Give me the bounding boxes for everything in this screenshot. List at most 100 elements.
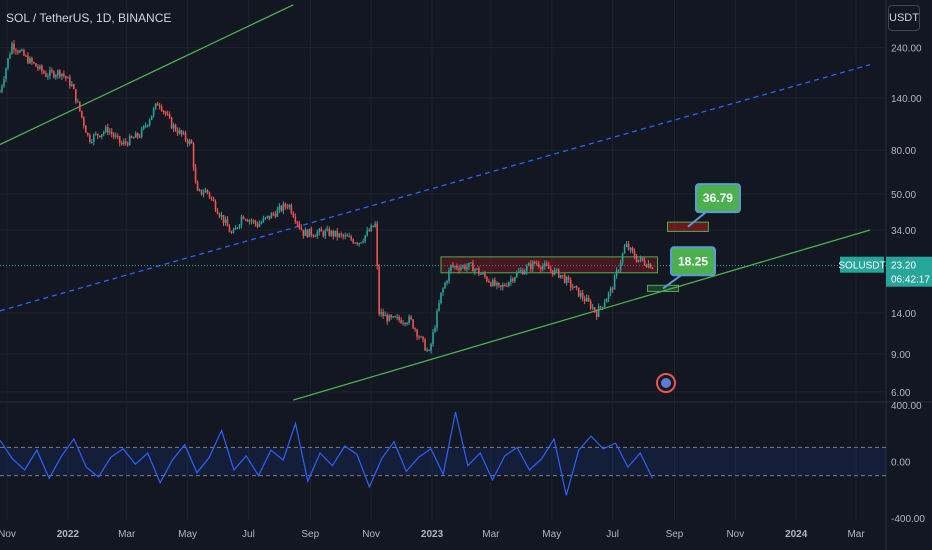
candle-body xyxy=(633,251,636,258)
candle-body xyxy=(15,49,17,52)
candle-body xyxy=(326,228,329,231)
candle-body xyxy=(480,273,482,275)
candle-body xyxy=(11,43,13,55)
candle-body xyxy=(146,124,149,126)
time-tick-label: Mar xyxy=(482,529,500,540)
symbol-title[interactable]: SOL / TetherUS, 1D, BINANCE xyxy=(6,11,172,25)
candle-body xyxy=(641,257,644,261)
price-tick-label: 34.00 xyxy=(891,226,916,237)
candle-body xyxy=(250,220,253,222)
candle-body xyxy=(306,229,309,237)
candle-body xyxy=(238,224,241,228)
candle-body xyxy=(282,203,285,211)
candle-body xyxy=(645,264,648,268)
candle-body xyxy=(358,243,360,245)
zone-layer[interactable]: 36.79 18.25 xyxy=(440,183,741,292)
currency-button[interactable]: USDT xyxy=(888,5,920,31)
candle-body xyxy=(430,344,432,351)
candlestick-series xyxy=(0,39,654,354)
oscillator-pane: 400.00 0.00 -400.00 xyxy=(0,401,925,525)
candle-body xyxy=(484,273,486,277)
candle-body xyxy=(224,219,227,223)
candle-body xyxy=(29,58,31,64)
candle-body xyxy=(478,268,480,274)
candle-body xyxy=(208,192,211,198)
candle-body xyxy=(81,110,83,118)
candle-body xyxy=(53,71,55,78)
candle-body xyxy=(33,62,35,64)
candle-body xyxy=(406,322,408,325)
candle-body xyxy=(278,206,281,210)
callout-label: 36.79 xyxy=(703,191,733,205)
callout-pointer xyxy=(662,274,682,290)
candle-body xyxy=(178,130,181,134)
candle-body xyxy=(607,292,610,299)
candle-body xyxy=(456,265,458,269)
candle-body xyxy=(43,71,45,74)
candle-body xyxy=(154,103,157,109)
candle-body xyxy=(603,302,606,307)
candle-body xyxy=(522,270,524,275)
candle-body xyxy=(104,127,107,132)
candle-body xyxy=(382,311,384,317)
candle-body xyxy=(591,307,594,309)
candle-body xyxy=(346,235,349,237)
candle-body xyxy=(126,142,129,146)
candle-body xyxy=(374,223,376,227)
candle-body xyxy=(216,210,219,214)
candle-body xyxy=(194,167,197,183)
candle-body xyxy=(464,265,466,270)
candle-body xyxy=(260,222,263,224)
candle-body xyxy=(312,235,315,237)
candle-body xyxy=(510,278,512,283)
price-tag-countdown: 06:42:17 xyxy=(891,275,930,286)
candle-body xyxy=(272,213,275,215)
candle-body xyxy=(442,288,444,293)
candle-body xyxy=(448,270,450,281)
candle-body xyxy=(386,314,388,322)
candle-body xyxy=(122,141,125,145)
candle-body xyxy=(362,240,364,243)
candle-body xyxy=(619,262,622,271)
candle-body xyxy=(65,76,67,79)
candle-body xyxy=(649,263,652,269)
candle-body xyxy=(571,287,574,289)
candle-body xyxy=(322,231,325,236)
candle-body xyxy=(324,230,327,236)
candle-body xyxy=(51,69,53,72)
candle-body xyxy=(200,189,203,195)
candle-body xyxy=(470,262,472,264)
price-tick-label: 9.00 xyxy=(891,350,911,361)
candle-body xyxy=(204,189,207,193)
candle-body xyxy=(639,257,642,260)
candle-body xyxy=(87,132,89,135)
candle-body xyxy=(593,307,596,312)
trendline-layer[interactable] xyxy=(0,4,886,401)
price-axis[interactable]: 240.00 140.00 80.00 50.00 34.00 14.00 9.00 6.00 xyxy=(891,44,922,399)
candle-body xyxy=(498,282,500,286)
candle-body xyxy=(75,89,77,102)
time-tick-label: Sep xyxy=(666,529,684,540)
candle-body xyxy=(350,236,353,240)
candle-body xyxy=(637,259,640,262)
candle-body xyxy=(512,278,514,282)
time-axis[interactable]: Nov 2022 Mar May Jul Sep Nov 2023 Mar May Jul Sep No… xyxy=(0,529,865,540)
candle-body xyxy=(280,206,283,211)
candle-body xyxy=(418,336,420,338)
candle-body xyxy=(533,261,536,264)
candle-body xyxy=(494,279,496,286)
candle-body xyxy=(555,269,558,271)
candle-body xyxy=(402,322,404,324)
candle-body xyxy=(41,65,43,72)
candle-body xyxy=(589,301,592,309)
candle-body xyxy=(553,269,556,275)
candle-body xyxy=(19,50,21,53)
candle-body xyxy=(128,136,131,146)
candle-body xyxy=(37,66,39,69)
candle-body xyxy=(108,131,111,133)
candle-body xyxy=(360,242,362,244)
candle-body xyxy=(496,282,498,286)
callout-label: 18.25 xyxy=(678,254,708,268)
candle-body xyxy=(248,220,251,222)
